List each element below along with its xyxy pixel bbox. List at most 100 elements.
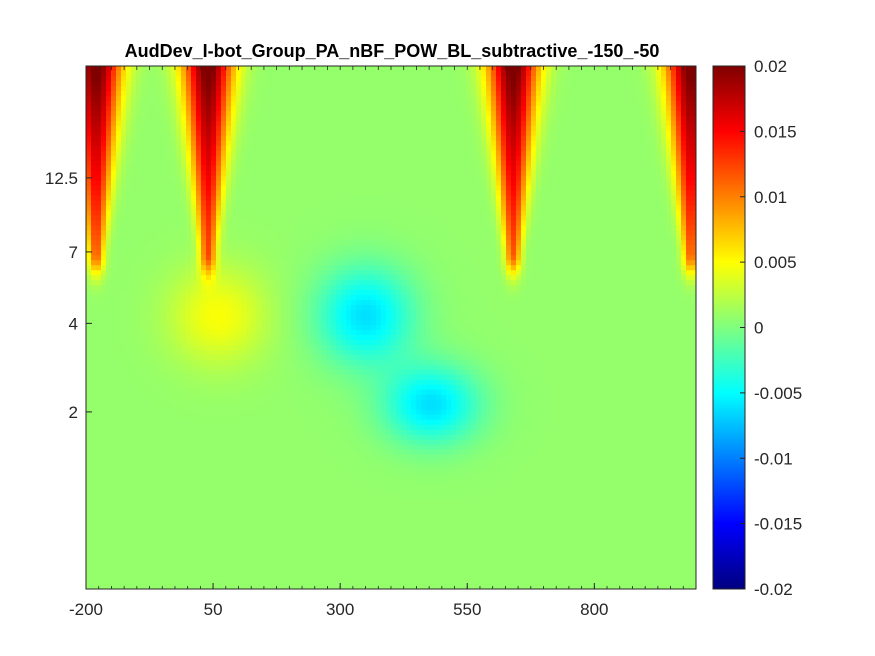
- heatmap-cell: [161, 260, 167, 266]
- heatmap-cell: [561, 110, 567, 117]
- heatmap-cell: [206, 155, 212, 162]
- heatmap-cell: [621, 105, 627, 112]
- heatmap-cell: [511, 105, 517, 112]
- heatmap-cell: [191, 135, 197, 142]
- heatmap-cell: [371, 140, 377, 147]
- heatmap-cell: [651, 155, 657, 162]
- heatmap-cell: [366, 115, 372, 122]
- heatmap-cell: [276, 115, 282, 122]
- heatmap-cell: [276, 215, 282, 222]
- heatmap-cell: [191, 140, 197, 147]
- heatmap-cell: [221, 90, 227, 97]
- heatmap-cell: [586, 110, 592, 117]
- heatmap-cell: [291, 185, 297, 192]
- heatmap-cell: [226, 240, 232, 246]
- heatmap-cell: [511, 165, 517, 172]
- heatmap-cell: [146, 200, 152, 207]
- heatmap-cell: [276, 90, 282, 97]
- heatmap-cell: [536, 245, 542, 251]
- heatmap-cell: [641, 105, 647, 112]
- heatmap-cell: [261, 235, 267, 241]
- heatmap-cell: [186, 140, 192, 147]
- heatmap-cell: [286, 165, 292, 172]
- heatmap-cell: [546, 135, 552, 142]
- heatmap-cell: [426, 120, 432, 127]
- heatmap-cell: [406, 75, 412, 82]
- heatmap-cell: [491, 195, 497, 202]
- heatmap-cell: [651, 145, 657, 152]
- heatmap-cell: [461, 70, 467, 77]
- heatmap-cell: [646, 160, 652, 167]
- heatmap-cell: [286, 220, 292, 226]
- heatmap-cell: [441, 130, 447, 137]
- heatmap-cell: [511, 70, 517, 77]
- heatmap-cell: [596, 120, 602, 127]
- heatmap-cell: [491, 110, 497, 117]
- heatmap-cell: [146, 210, 152, 217]
- heatmap-cell: [196, 85, 202, 92]
- heatmap-cell: [106, 145, 112, 152]
- heatmap-cell: [656, 230, 662, 236]
- heatmap-cell: [376, 190, 382, 197]
- heatmap-cell: [266, 115, 272, 122]
- heatmap-cell: [271, 135, 277, 142]
- heatmap-cell: [191, 195, 197, 202]
- heatmap-cell: [491, 255, 497, 261]
- heatmap-cell: [201, 205, 207, 212]
- heatmap-cell: [676, 240, 682, 246]
- heatmap-cell: [91, 190, 97, 197]
- heatmap-cell: [221, 170, 227, 177]
- heatmap-cell: [601, 175, 607, 182]
- heatmap-cell: [691, 185, 696, 192]
- heatmap-cell: [246, 110, 252, 117]
- heatmap-cell: [361, 105, 367, 112]
- heatmap-cell: [236, 125, 242, 132]
- heatmap-cell: [91, 155, 97, 162]
- heatmap-cell: [646, 260, 652, 266]
- heatmap-cell: [611, 110, 617, 117]
- heatmap-cell: [686, 70, 692, 77]
- heatmap-cell: [91, 140, 97, 147]
- heatmap-cell: [251, 160, 257, 167]
- heatmap-cell: [676, 170, 682, 177]
- heatmap-cell: [616, 110, 622, 117]
- heatmap-cell: [431, 240, 437, 246]
- heatmap-cell: [141, 100, 147, 107]
- heatmap-cell: [621, 170, 627, 177]
- heatmap-cell: [456, 85, 462, 92]
- heatmap-cell: [511, 210, 517, 217]
- heatmap-cell: [161, 185, 167, 192]
- heatmap-cell: [556, 140, 562, 147]
- heatmap-cell: [126, 150, 132, 157]
- heatmap-cell: [201, 125, 207, 132]
- heatmap-cell: [396, 220, 402, 226]
- heatmap-cell: [611, 235, 617, 241]
- heatmap-cell: [546, 210, 552, 217]
- heatmap-cell: [436, 160, 442, 167]
- heatmap-cell: [391, 245, 397, 251]
- heatmap-cell: [551, 215, 557, 222]
- heatmap-cell: [171, 200, 177, 207]
- heatmap-cell: [576, 255, 582, 261]
- heatmap-cell: [236, 185, 242, 192]
- heatmap-cell: [111, 95, 117, 102]
- heatmap-cell: [256, 250, 262, 256]
- heatmap-cell: [656, 200, 662, 207]
- heatmap-cell: [571, 245, 577, 251]
- heatmap-cell: [471, 70, 477, 77]
- heatmap-cell: [296, 175, 302, 182]
- heatmap-cell: [291, 66, 297, 72]
- heatmap-cell: [681, 255, 687, 261]
- heatmap-cell: [431, 110, 437, 117]
- heatmap-cell: [331, 220, 337, 226]
- heatmap-cell: [561, 100, 567, 107]
- heatmap-cell: [611, 180, 617, 187]
- heatmap-cell: [536, 210, 542, 217]
- heatmap-cell: [286, 75, 292, 82]
- heatmap-cell: [446, 145, 452, 152]
- heatmap-cell: [636, 110, 642, 117]
- heatmap-cell: [561, 75, 567, 82]
- heatmap-cell: [91, 245, 97, 251]
- heatmap-cell: [501, 200, 507, 207]
- heatmap-cell: [686, 235, 692, 241]
